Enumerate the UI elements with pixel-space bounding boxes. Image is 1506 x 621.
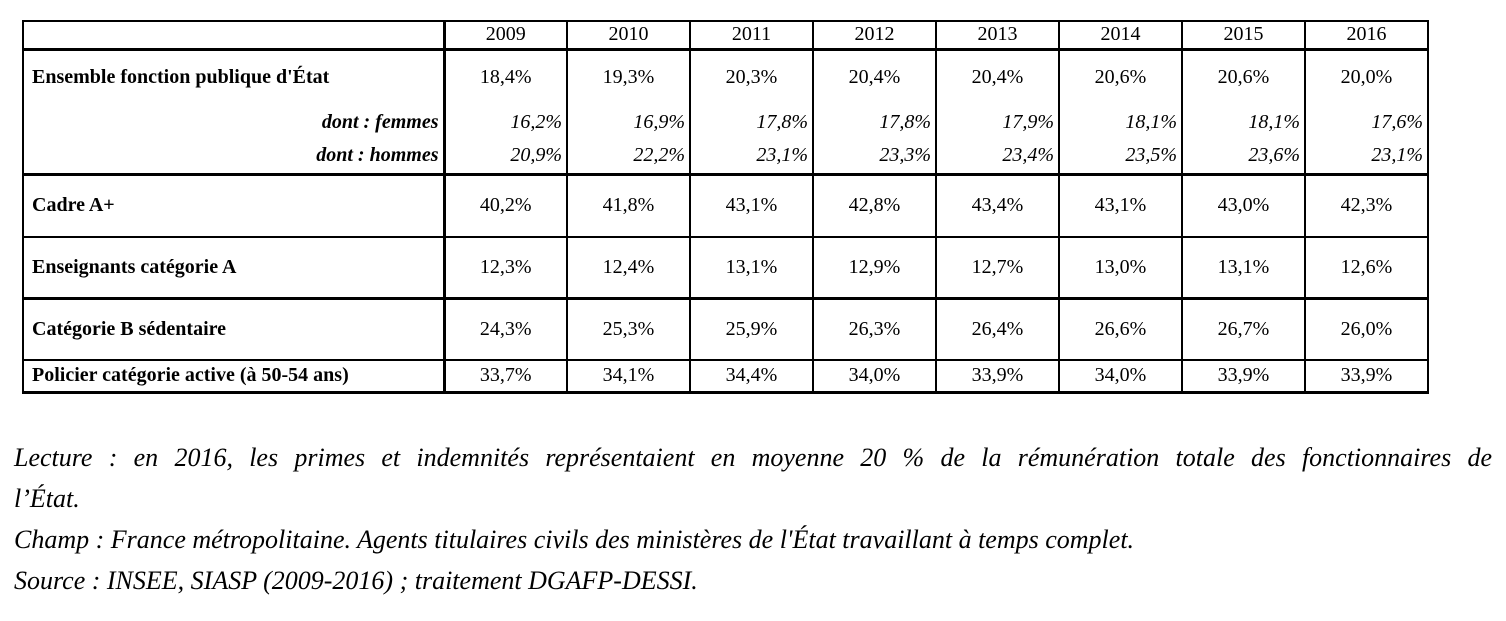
table-row: Cadre A+ 40,2% 41,8% 43,1% 42,8% 43,4% 43,1% 43… [23, 174, 1428, 237]
row-label: dont : femmes [321, 110, 439, 133]
value-cell: 20,0% [1304, 49, 1428, 105]
value-cell: 17,8% [689, 105, 813, 139]
table-header: 2009 2010 2011 2012 2013 2014 2015 2016 [23, 21, 1428, 49]
value-cell: 23,1% [1304, 139, 1428, 174]
value-cell: 26,7% [1181, 298, 1305, 360]
value-cell: 40,2% [442, 174, 567, 237]
table-row: dont : hommes 20,9% 22,2% 23,1% 23,3% 23,4% 23… [23, 139, 1428, 174]
value-cell: 20,3% [689, 49, 813, 105]
row-label: Enseignants catégorie A [32, 255, 237, 278]
note-source: Source : INSEE, SIASP (2009-2016) ; trai… [14, 566, 698, 595]
value-cell: 23,5% [1058, 139, 1182, 174]
value-cell: 20,6% [1058, 49, 1182, 105]
table-body: Ensemble fonction publique d'État 18,4% 19… [23, 49, 1428, 392]
value-cell: 26,0% [1304, 298, 1428, 360]
value-cell: 19,3% [566, 49, 690, 105]
table-corner-cell [23, 21, 444, 49]
value-cell: 43,1% [1058, 174, 1182, 237]
year-header: 2013 [935, 21, 1059, 49]
value-cell: 17,9% [935, 105, 1059, 139]
value-cell: 25,9% [689, 298, 813, 360]
value-cell: 26,6% [1058, 298, 1182, 360]
value-cell: 34,0% [1058, 360, 1182, 392]
year-header: 2016 [1304, 21, 1428, 49]
value-cell: 18,4% [442, 49, 567, 105]
row-label: dont : hommes [316, 144, 439, 167]
value-cell: 25,3% [566, 298, 690, 360]
value-cell: 18,1% [1058, 105, 1182, 139]
row-label: Cadre A+ [32, 194, 115, 217]
table-row: Enseignants catégorie A 12,3% 12,4% 13,1% 12… [23, 237, 1428, 298]
value-cell: 26,4% [935, 298, 1059, 360]
value-cell: 33,9% [935, 360, 1059, 392]
value-cell: 23,3% [812, 139, 936, 174]
value-cell: 17,6% [1304, 105, 1428, 139]
year-header: 2011 [689, 21, 813, 49]
value-cell: 34,4% [689, 360, 813, 392]
year-header: 2012 [812, 21, 936, 49]
value-cell: 12,4% [566, 237, 690, 298]
value-cell: 13,0% [1058, 237, 1182, 298]
value-cell: 34,0% [812, 360, 936, 392]
value-cell: 34,1% [566, 360, 690, 392]
value-cell: 16,2% [442, 105, 567, 139]
value-cell: 43,0% [1181, 174, 1305, 237]
value-cell: 16,9% [566, 105, 690, 139]
value-cell: 23,4% [935, 139, 1059, 174]
row-label: Policier catégorie active (à 50-54 ans) [32, 364, 349, 387]
value-cell: 20,4% [935, 49, 1059, 105]
value-cell: 13,1% [689, 237, 813, 298]
table-row: Ensemble fonction publique d'État 18,4% 19… [23, 49, 1428, 105]
table-row: Policier catégorie active (à 50-54 ans) 3… [23, 360, 1428, 392]
value-cell: 33,9% [1181, 360, 1305, 392]
value-cell: 22,2% [566, 139, 690, 174]
note-champ: Champ : France métropolitaine. Agents ti… [14, 525, 1135, 554]
row-label: Catégorie B sédentaire [32, 317, 227, 340]
year-header: 2010 [566, 21, 690, 49]
value-cell: 20,6% [1181, 49, 1305, 105]
value-cell: 12,6% [1304, 237, 1428, 298]
value-cell: 18,1% [1181, 105, 1305, 139]
table-row: Catégorie B sédentaire 24,3% 25,3% 25,9% 26,… [23, 298, 1428, 360]
value-cell: 23,1% [689, 139, 813, 174]
value-cell: 12,9% [812, 237, 936, 298]
value-cell: 43,1% [689, 174, 813, 237]
table-header-row: 2009 2010 2011 2012 2013 2014 2015 2016 [23, 21, 1428, 49]
value-cell: 17,8% [812, 105, 936, 139]
value-cell: 12,3% [442, 237, 567, 298]
value-cell: 20,9% [442, 139, 567, 174]
table-row: dont : femmes 16,2% 16,9% 17,8% 17,8% 17,9% 18… [23, 105, 1428, 139]
year-header: 2009 [442, 21, 567, 49]
value-cell: 20,4% [812, 49, 936, 105]
value-cell: 13,1% [1181, 237, 1305, 298]
value-cell: 42,8% [812, 174, 936, 237]
value-cell: 23,6% [1181, 139, 1305, 174]
value-cell: 33,7% [442, 360, 567, 392]
year-header: 2014 [1058, 21, 1182, 49]
note-lecture: Lecture : en 2016, les primes et indemni… [14, 443, 1492, 513]
value-cell: 42,3% [1304, 174, 1428, 237]
value-cell: 26,3% [812, 298, 936, 360]
value-cell: 33,9% [1304, 360, 1428, 392]
value-cell: 12,7% [935, 237, 1059, 298]
footnotes: Lecture : en 2016, les primes et indemni… [14, 437, 1492, 601]
value-cell: 24,3% [442, 298, 567, 360]
value-cell: 41,8% [566, 174, 690, 237]
primes-indemnites-table: 2009 2010 2011 2012 2013 2014 2015 2016 Ensembl… [22, 20, 1429, 394]
value-cell: 43,4% [935, 174, 1059, 237]
row-label: Ensemble fonction publique d'État [32, 66, 330, 89]
year-header: 2015 [1181, 21, 1305, 49]
